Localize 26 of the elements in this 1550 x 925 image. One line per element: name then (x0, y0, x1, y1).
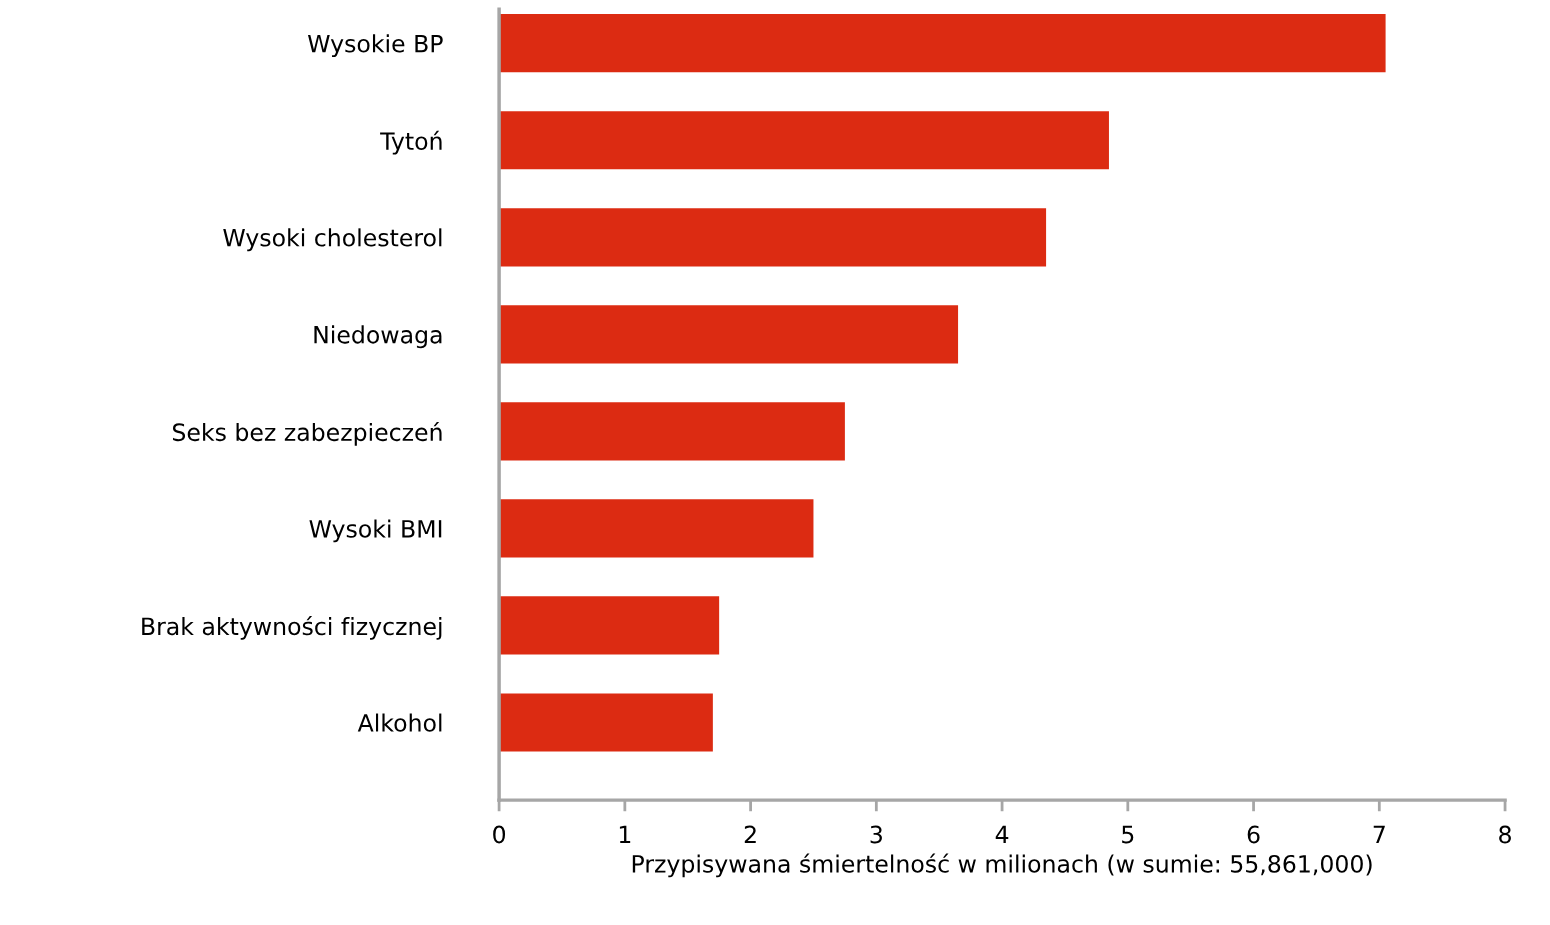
y-tick-label: Tytoń (380, 130, 442, 155)
y-tick-label: Seks bez zabezpieczeń (172, 421, 442, 446)
x-tick-label: 5 (1122, 825, 1134, 844)
bar (499, 111, 1109, 170)
bar (499, 402, 845, 461)
bar (499, 693, 713, 752)
x-tick-label: 3 (870, 825, 882, 844)
x-tick-label: 8 (1499, 825, 1511, 844)
x-tick-label: 7 (1373, 825, 1385, 844)
x-tick-label: 1 (619, 825, 631, 844)
x-axis-title: Przypisywana śmiertelność w milionach (w sumie: 55,861,000) (632, 853, 1372, 878)
y-tick-label: Wysokie BP (307, 34, 443, 58)
y-tick-label: Wysoki cholesterol (223, 228, 442, 252)
bar (499, 14, 1386, 73)
y-tick-label: Wysoki BMI (309, 519, 442, 543)
x-tick-label: 2 (744, 825, 756, 844)
bar (499, 596, 720, 655)
x-tick-label: 0 (493, 825, 506, 844)
y-tick-label: Alkohol (357, 713, 442, 732)
bar (499, 499, 814, 558)
x-tick-label: 6 (1247, 825, 1260, 844)
y-tick-label: Niedowaga (314, 325, 442, 349)
bar (499, 208, 1047, 267)
y-tick-label: Brak aktywności fizycznej (142, 616, 442, 640)
bar (499, 305, 959, 364)
x-tick-label: 4 (995, 825, 1009, 844)
